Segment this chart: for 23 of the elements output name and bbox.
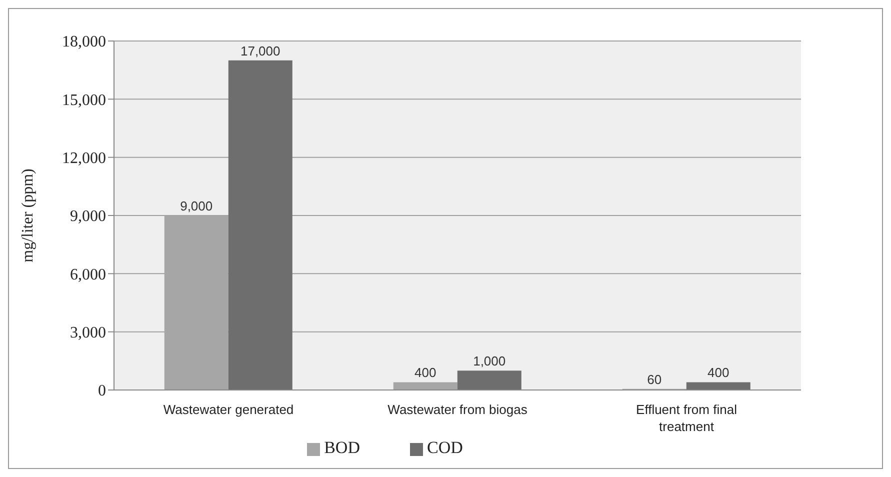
legend-label: BOD	[324, 438, 360, 457]
y-tick-label: 9,000	[70, 208, 106, 226]
y-tick-label: 6,000	[70, 266, 106, 284]
x-tick-label: Wastewater from biogas	[388, 402, 528, 417]
y-tick-label: 3,000	[70, 324, 106, 342]
y-tick-label: 18,000	[62, 34, 106, 51]
y-axis-title: mg/liter (ppm)	[20, 168, 37, 262]
x-tick-label: Effluent from final treatment	[636, 402, 738, 434]
bar	[457, 370, 522, 390]
bar	[393, 382, 458, 390]
x-tick-label: Wastewater generated	[163, 402, 294, 417]
y-tick-label: 0	[98, 382, 106, 400]
data-label: 400	[708, 365, 730, 380]
bar	[228, 60, 292, 390]
bar	[686, 382, 750, 390]
data-label: 60	[647, 372, 662, 387]
data-label: 1,000	[473, 354, 506, 369]
data-label: 17,000	[240, 43, 280, 58]
y-tick-label: 12,000	[62, 150, 106, 168]
data-label: 9,000	[180, 198, 213, 214]
legend-label: COD	[427, 438, 463, 457]
y-tick-label: 15,000	[62, 92, 106, 109]
data-label: 400	[414, 365, 436, 380]
